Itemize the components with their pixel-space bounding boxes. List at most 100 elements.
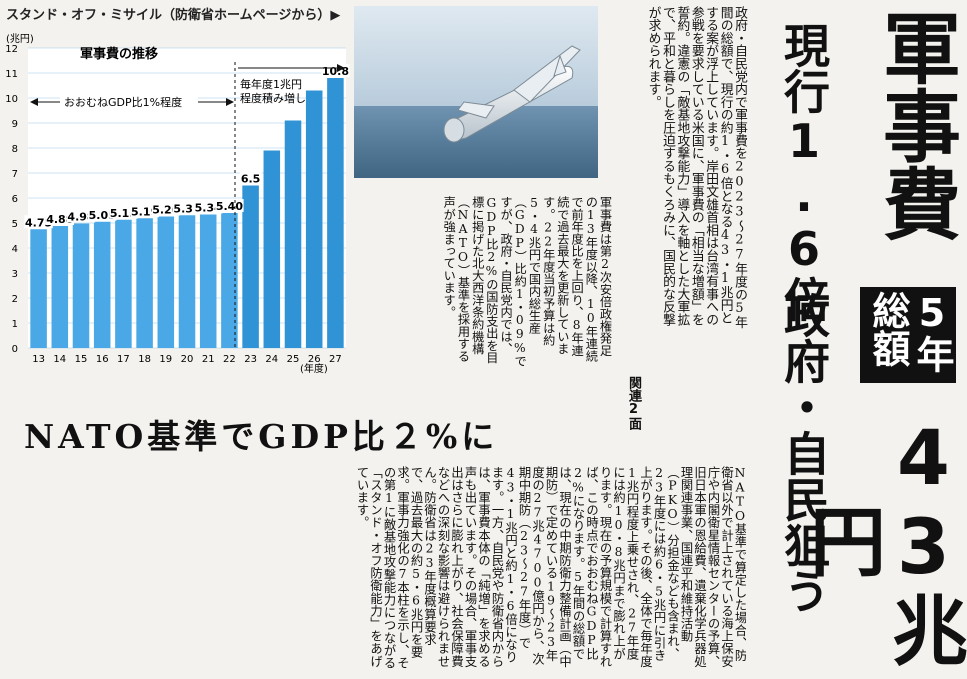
lower-line: センターの予算、旧日本軍の恩 (692, 466, 721, 668)
lower-line: 4700億円から、次期中期防 (517, 466, 545, 666)
annotation-increase-line2: 程度積み増し (240, 91, 306, 105)
bar (305, 90, 323, 348)
lower-line: 5年間の総額では、現在の中 (557, 466, 586, 661)
lower-line: 円程度上乗せされ、27年度には (611, 466, 640, 661)
value-label: 4.98 (67, 211, 94, 224)
bar (199, 214, 217, 348)
middle-line: 総生産（GDP）比約1・09% (512, 196, 541, 355)
lower-line: す。その後、全体で毎年度1兆 (625, 466, 653, 668)
y-tick-label: 1 (12, 319, 18, 330)
bar (178, 215, 196, 348)
x-tick-label: 26 (308, 354, 321, 365)
x-tick-label: 15 (75, 354, 88, 365)
subheadline: NATO基準でGDP比２%に (24, 417, 499, 456)
lower-line: 約10・8兆円まで膨れ上がりま (598, 466, 626, 661)
lower-line: ば、この時点でおおむねGDP (584, 466, 599, 648)
lower-line: 定めている19～23年度の27兆 (530, 466, 559, 662)
middle-line: 度比を上回り、8年連続で過去 (555, 196, 584, 357)
lead-line: 約1・6倍となる43・1兆円とする案が浮上しています。岸田文雄首相は (703, 6, 733, 325)
lower-line: 軍事力強化の7本柱を示し、そ (395, 491, 410, 670)
lower-line: 比2%になります。 (571, 466, 599, 661)
y-tick-label: 6 (12, 194, 18, 205)
lower-line: る海上保安庁や内閣衛星情報 (706, 466, 734, 668)
y-tick-label: 0 (12, 344, 18, 355)
y-tick-label: 3 (12, 269, 18, 280)
chart-bars (30, 78, 344, 348)
value-label: 10.8 (322, 65, 349, 78)
value-label-bg (239, 171, 262, 185)
lower-line: す。現在の予算規模で計算すれ (598, 491, 612, 668)
bar (327, 78, 344, 348)
badge-total: 総額 (866, 291, 910, 367)
x-tick-label: 18 (138, 354, 151, 365)
lower-line: は避けられません。 (422, 466, 451, 668)
bar (72, 223, 90, 348)
bar (263, 150, 281, 348)
value-label: 5.05 (89, 209, 116, 222)
lower-line: は、軍事費本体の「純増」を求 (476, 466, 491, 643)
annotation-increase: 毎年度1兆円 程度積み増し (238, 64, 345, 105)
chart-unit-label: (兆円) (6, 33, 34, 45)
value-label: 5.31 (173, 202, 200, 215)
y-tick-label: 8 (12, 144, 18, 155)
middle-line: に掲げた北大西洋条約機構（N (455, 196, 485, 355)
lead-line: 政府・自民党内で軍事費を2023～27年度の5年間の総額で、現行の (717, 6, 747, 329)
y-tick-label: 12 (5, 44, 18, 55)
value-label: 6.5 (241, 173, 261, 186)
bar (157, 216, 175, 348)
headline-main: 軍事費 (870, 8, 960, 242)
headline-amount: 43兆円 (797, 412, 967, 667)
stand-off-missile-photo (354, 6, 598, 178)
bar (284, 120, 302, 348)
y-tick-label: 11 (5, 69, 18, 80)
annotation-increase-line1: 毎年度1兆円 (240, 77, 302, 91)
middle-body-text: 軍事費は第2次安倍政権発足の13年度以降、10年連続で前年度比を上回り、8年連続… (354, 196, 612, 368)
x-tick-label: 13 (32, 354, 45, 365)
annotation-gdp1: おおむねGDP比1%程度 (30, 94, 234, 109)
lower-line: 給費、遺棄化学兵器処理関連事 (679, 466, 707, 668)
headline-sub-ratio: 現行1.6倍 (777, 22, 831, 322)
value-label: 4.75 (25, 216, 52, 229)
x-tick-label: 25 (287, 354, 300, 365)
value-label: 5.19 (131, 205, 158, 218)
y-tick-label: 2 (12, 294, 18, 305)
y-tick-label: 7 (12, 169, 18, 180)
middle-line: まっています。 (441, 232, 456, 319)
x-tick-label: 20 (181, 354, 194, 365)
x-tick-label: 19 (159, 354, 172, 365)
lower-line: 力」をあげています。 (355, 466, 383, 668)
bar (136, 218, 153, 348)
bar (115, 219, 132, 348)
x-tick-label: 22 (223, 354, 236, 365)
middle-line: 最大を更新しています。22年度 (541, 196, 570, 355)
lower-line: の第1に敵基地攻撃能力につな (382, 466, 396, 645)
lower-line: 防衛省は23年度概算要求で、 (409, 466, 437, 646)
x-tick-label: 23 (244, 354, 257, 365)
bar (242, 185, 259, 348)
lower-line: 一方、自民党や防衛省内から (490, 503, 504, 668)
middle-line: ATO）基準を採用する声が強 (441, 196, 470, 362)
value-label-bg (215, 199, 244, 212)
value-label: 4.88 (46, 213, 73, 226)
value-label: 5.40 (216, 200, 243, 213)
lead-paragraph: 政府・自民党内で軍事費を2023～27年度の5年間の総額で、現行の約1・6倍とな… (618, 6, 747, 336)
x-tick-label: 16 (96, 354, 109, 365)
badge-years: 5年 (910, 291, 954, 373)
headline-sub-government: 政府・自民狙う (777, 292, 831, 614)
missile-shape (443, 45, 581, 143)
bar (221, 213, 238, 348)
lead-line: 約。違憲の「敵基地攻撃能力」導入を軸とした大軍拡で、平和と暮らしを (659, 6, 690, 327)
x-tick-label: 24 (265, 354, 278, 365)
middle-line: 当初予算は約5・4兆円で国内 (526, 196, 556, 347)
lower-line: （23～27年度）で43・1兆円と (503, 466, 532, 650)
middle-line: 軍事費は第2次安倍政権発足 (598, 196, 612, 357)
headline-badge: 5年 総額 (860, 287, 956, 383)
x-tick-label: 14 (53, 354, 66, 365)
y-tick-label: 5 (12, 219, 18, 230)
lower-line: 業、国連平和維持活動（PKO） (665, 466, 694, 643)
x-tick-label: 17 (117, 354, 130, 365)
bar (30, 229, 47, 348)
lower-line: 軍事支出はさらに膨れ上がり、 (449, 466, 478, 668)
x-tick-label: 27 (329, 354, 342, 365)
